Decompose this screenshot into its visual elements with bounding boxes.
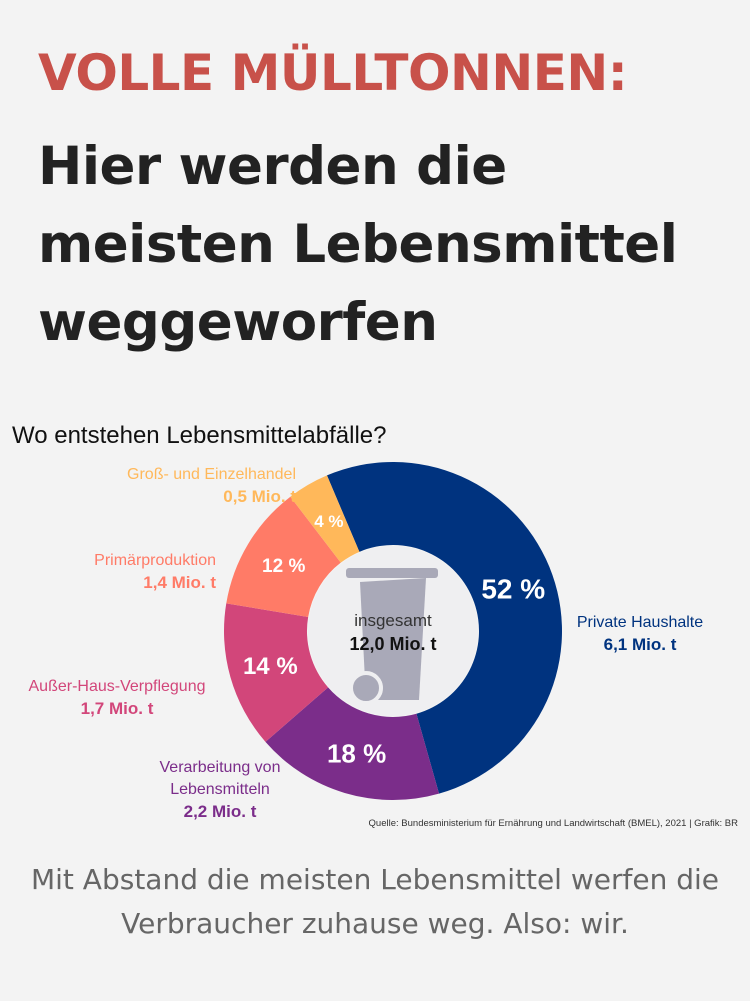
kicker: VOLLE MÜLLTONNEN: bbox=[38, 44, 628, 102]
label-verarbeitung: Verarbeitung von Lebensmitteln 2,2 Mio. … bbox=[140, 757, 300, 823]
bin-body-icon bbox=[360, 578, 426, 700]
slice-amount: 1,7 Mio. t bbox=[80, 699, 154, 718]
slice-percent-label: 4 % bbox=[314, 512, 343, 531]
source: Quelle: Bundesministerium für Ernährung … bbox=[368, 818, 738, 829]
slice-4 bbox=[290, 475, 360, 563]
slice-percent-label: 18 % bbox=[327, 738, 386, 768]
slice-name: Private Haushalte bbox=[576, 614, 704, 631]
bin-lid-icon bbox=[346, 568, 438, 578]
slice-percent-label: 52 % bbox=[481, 573, 545, 604]
headline: Hier werden die meisten Lebensmittel weg… bbox=[38, 136, 678, 353]
slice-amount: 1,4 Mio. t bbox=[143, 573, 216, 592]
slice-amount: 6,1 Mio. t bbox=[603, 635, 677, 654]
slice-amount: 2,2 Mio. t bbox=[183, 802, 257, 821]
center-label: insgesamt bbox=[354, 611, 432, 630]
label-primaer: Primärproduktion 1,4 Mio. t bbox=[40, 550, 216, 594]
label-handel: Groß- und Einzelhandel 0,5 Mio. t bbox=[60, 464, 296, 508]
slice-2 bbox=[224, 603, 329, 742]
slice-1 bbox=[265, 687, 440, 801]
slice-0 bbox=[326, 462, 562, 794]
slice-name: Verarbeitung von Lebensmitteln bbox=[159, 759, 281, 798]
bin-wheel-icon bbox=[349, 671, 383, 705]
center-value: 12,0 Mio. t bbox=[349, 634, 436, 654]
slice-3 bbox=[226, 496, 341, 617]
label-haushalte: Private Haushalte 6,1 Mio. t bbox=[560, 612, 720, 656]
slice-name: Groß- und Einzelhandel bbox=[127, 466, 296, 483]
slice-name: Primärproduktion bbox=[94, 552, 216, 569]
slice-percent-label: 12 % bbox=[262, 556, 305, 577]
label-ausser-haus: Außer-Haus-Verpflegung 1,7 Mio. t bbox=[10, 676, 224, 720]
slice-amount: 0,5 Mio. t bbox=[223, 487, 296, 506]
chart-title: Wo entstehen Lebensmittelabfälle? bbox=[12, 422, 387, 449]
caption: Mit Abstand die meisten Lebensmittel wer… bbox=[30, 863, 720, 940]
slice-name: Außer-Haus-Verpflegung bbox=[28, 678, 206, 695]
slice-percent-label: 14 % bbox=[243, 653, 298, 680]
